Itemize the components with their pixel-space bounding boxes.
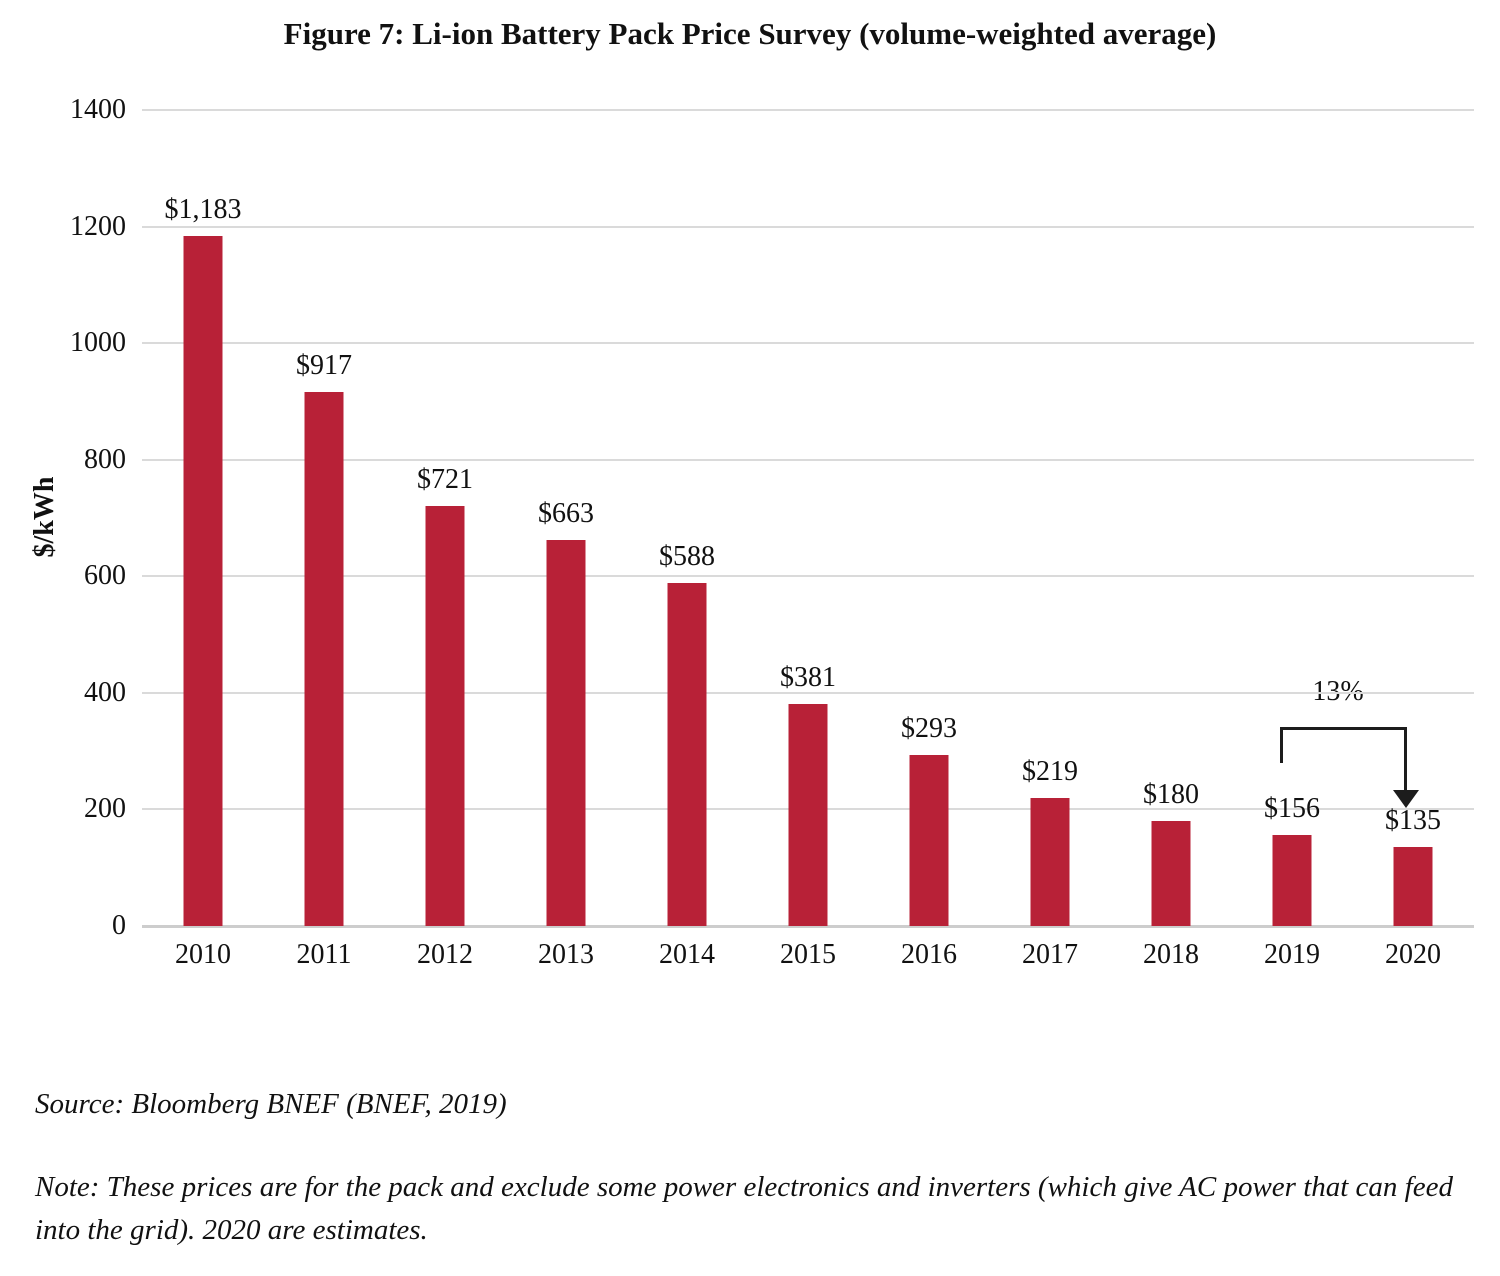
value-label-2017: $219 xyxy=(1022,756,1078,788)
figure-title: Figure 7: Li-ion Battery Pack Price Surv… xyxy=(283,16,1217,51)
x-tick-label-2013: 2013 xyxy=(538,939,594,970)
y-tick-label-1000: 1000 xyxy=(70,327,126,359)
value-label-2019: $156 xyxy=(1264,793,1320,825)
x-tick-label-2016: 2016 xyxy=(901,939,957,970)
bracket-line-horizontal xyxy=(1280,727,1407,730)
y-tick-label-400: 400 xyxy=(84,676,126,708)
bar-2012 xyxy=(425,505,465,926)
source-text: Source: Bloomberg BNEF (BNEF, 2019) xyxy=(35,1088,507,1120)
y-axis-title: $/kWh xyxy=(29,476,60,558)
y-tick-label-200: 200 xyxy=(84,793,126,825)
x-tick-label-2012: 2012 xyxy=(417,939,473,970)
gridline-600 xyxy=(142,575,1474,578)
bar-2011 xyxy=(304,391,344,926)
x-tick-label-2019: 2019 xyxy=(1264,939,1320,970)
gridline-1000 xyxy=(142,342,1474,345)
gridline-800 xyxy=(142,458,1474,461)
arrowhead-icon xyxy=(1393,790,1419,808)
bar-2015 xyxy=(788,703,828,926)
x-tick-label-2014: 2014 xyxy=(659,939,715,970)
x-tick-label-2020: 2020 xyxy=(1385,939,1441,970)
bar-chart-plot-area: 13% 0 200 400 600 800 1000 1200 1400 $1,183 2010 $… xyxy=(70,96,1474,970)
note-text: Note: These prices are for the pack and … xyxy=(35,1171,1453,1246)
bar-2019 xyxy=(1272,835,1312,926)
value-label-2013: $663 xyxy=(538,497,594,529)
value-label-2010: $1,183 xyxy=(164,194,242,226)
gridline-400 xyxy=(142,691,1474,694)
value-label-2018: $180 xyxy=(1143,779,1199,811)
bracket-line-left xyxy=(1280,727,1283,763)
y-tick-label-0: 0 xyxy=(112,910,126,941)
y-tick-label-600: 600 xyxy=(84,560,126,592)
bar-2020 xyxy=(1393,847,1433,926)
gridline-1400 xyxy=(142,109,1474,111)
gridline-1200 xyxy=(142,225,1474,228)
x-tick-label-2015: 2015 xyxy=(780,939,836,970)
value-label-2014: $588 xyxy=(659,541,715,573)
bar-2014 xyxy=(667,583,707,926)
x-tick-label-2010: 2010 xyxy=(175,939,231,970)
bar-2010 xyxy=(183,236,223,926)
arrow-shaft xyxy=(1404,727,1407,792)
x-axis-baseline xyxy=(142,925,1474,928)
x-tick-label-2017: 2017 xyxy=(1022,939,1078,970)
value-label-2015: $381 xyxy=(780,661,836,693)
y-tick-label-800: 800 xyxy=(84,443,126,475)
bar-2016 xyxy=(909,755,949,926)
value-label-2020: $135 xyxy=(1385,805,1441,837)
y-tick-label-1400: 1400 xyxy=(70,94,126,125)
x-tick-label-2018: 2018 xyxy=(1143,939,1199,970)
value-label-2011: $917 xyxy=(296,349,352,381)
x-tick-label-2011: 2011 xyxy=(296,939,352,970)
bar-2013 xyxy=(546,539,586,926)
bar-2018 xyxy=(1151,821,1191,926)
value-label-2016: $293 xyxy=(901,713,957,745)
bar-2017 xyxy=(1030,798,1070,926)
y-tick-label-1200: 1200 xyxy=(70,210,126,242)
value-label-2012: $721 xyxy=(417,463,473,495)
